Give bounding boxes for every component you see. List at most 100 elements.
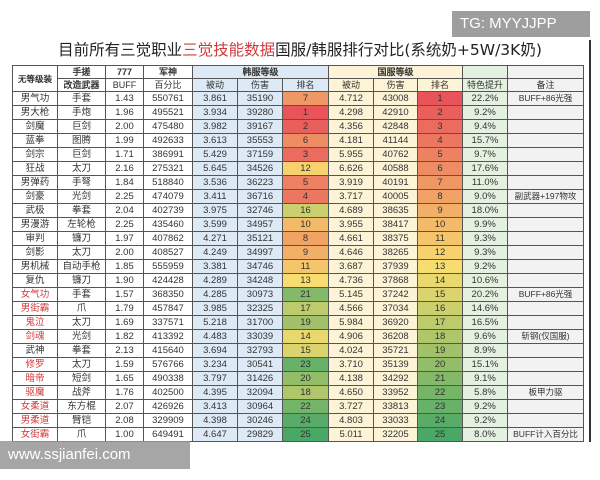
cell-kr-rank: 5: [282, 175, 329, 190]
cell-cn-passive: 4.024: [328, 343, 374, 358]
header-cn-rank: 排名: [417, 78, 463, 92]
cell-boost: 5.8%: [462, 385, 508, 400]
cell-cn-dmg: 33952: [373, 385, 418, 400]
cell-buff: 1.97: [105, 231, 144, 246]
cell-boost: 9.1%: [462, 371, 508, 386]
cell-pct: 426926: [143, 399, 193, 414]
cell-kr-dmg: 39167: [237, 119, 283, 134]
cell-kr-rank: 22: [282, 399, 329, 414]
cell-name: 暗帝: [12, 371, 58, 386]
cell-cn-rank: 2: [417, 105, 463, 120]
cell-kr-dmg: 34526: [237, 161, 283, 176]
table-row: 鬼泣 太刀 1.69 337571 5.218 31700 19 5.984 36920 17 16…: [12, 315, 584, 330]
cell-cn-rank: 7: [417, 175, 463, 190]
table-row: 狂战 太刀 2.16 275321 5.645 34526 12 6.626 40588 6 17.…: [12, 161, 584, 176]
cell-kr-dmg: 34997: [237, 245, 283, 260]
cell-name: 男机械: [12, 259, 58, 274]
cell-pct: 368350: [143, 287, 193, 302]
cell-kr-passive: 3.536: [192, 175, 238, 190]
cell-kr-dmg: 30541: [237, 357, 283, 372]
cell-cn-dmg: 37242: [373, 287, 418, 302]
cell-cn-passive: 3.955: [328, 217, 374, 232]
cell-kr-rank: 8: [282, 231, 329, 246]
cell-buff: 2.25: [105, 189, 144, 204]
cell-note: [507, 301, 584, 316]
cell-cn-dmg: 35139: [373, 357, 418, 372]
cell-cn-passive: 6.626: [328, 161, 374, 176]
cell-cn-dmg: 33813: [373, 399, 418, 414]
cell-weapon: 太刀: [57, 315, 106, 330]
cell-boost: 9.7%: [462, 147, 508, 162]
cell-kr-dmg: 36223: [237, 175, 283, 190]
cell-weapon: 太刀: [57, 357, 106, 372]
cell-boost: 8.0%: [462, 427, 508, 442]
cell-kr-dmg: 29829: [237, 427, 283, 442]
cell-cn-passive: 4.650: [328, 385, 374, 400]
cell-note: [507, 371, 584, 386]
cell-cn-rank: 16: [417, 301, 463, 316]
cell-buff: 1.57: [105, 287, 144, 302]
header-name: 无等级装: [12, 65, 58, 92]
header-kr-passive: 被动: [192, 78, 238, 92]
cell-note: [507, 315, 584, 330]
cell-buff: 1.84: [105, 175, 144, 190]
table-row: 男弹药 手弩 1.84 518840 3.536 36223 5 3.919 40191 7 11.…: [12, 175, 584, 190]
cell-cn-rank: 14: [417, 273, 463, 288]
table-row: 驱魔 战斧 1.76 402500 4.395 32094 18 4.650 33952 22 5.…: [12, 385, 584, 400]
cell-weapon: 左轮枪: [57, 217, 106, 232]
cell-pct: 435460: [143, 217, 193, 232]
cell-kr-passive: 4.289: [192, 273, 238, 288]
cell-cn-rank: 17: [417, 315, 463, 330]
cell-weapon: 手弩: [57, 175, 106, 190]
table-row: 武神 拳套 2.13 415640 3.694 32793 15 4.024 35721 19 8.…: [12, 343, 584, 358]
cell-kr-rank: 12: [282, 161, 329, 176]
cell-buff: 1.85: [105, 259, 144, 274]
cell-buff: 2.04: [105, 203, 144, 218]
cell-cn-rank: 12: [417, 245, 463, 260]
cell-note: 斩钢(仅国服): [507, 329, 584, 344]
cell-kr-rank: 7: [282, 91, 329, 106]
cell-pct: 402739: [143, 203, 193, 218]
cell-pct: 457847: [143, 301, 193, 316]
cell-pct: 550761: [143, 91, 193, 106]
cell-buff: 2.16: [105, 161, 144, 176]
cell-pct: 475480: [143, 119, 193, 134]
cell-pct: 474079: [143, 189, 193, 204]
table-row: 武极 拳套 2.04 402739 3.975 32746 16 4.689 38635 9 18.…: [12, 203, 584, 218]
table-row: 蓝拳 图腾 1.99 492633 3.613 35553 6 4.181 41144 4 15.7…: [12, 133, 584, 148]
cell-kr-rank: 14: [282, 329, 329, 344]
cell-note: 板甲力驱: [507, 385, 584, 400]
table-row: 女气功 手套 1.57 368350 4.285 30973 21 5.145 37242 15 2…: [12, 287, 584, 302]
cell-name: 剑魔: [12, 119, 58, 134]
table-row: 修罗 太刀 1.59 576766 3.234 30541 23 3.710 35139 20 15…: [12, 357, 584, 372]
cell-kr-passive: 4.271: [192, 231, 238, 246]
header-boost: 特色提升: [462, 78, 508, 92]
table-row: 男漫游 左轮枪 2.25 435460 3.599 34957 10 3.955 38417 10…: [12, 217, 584, 232]
cell-kr-passive: 3.613: [192, 133, 238, 148]
cell-weapon: 图腾: [57, 133, 106, 148]
cell-boost: 22.2%: [462, 91, 508, 106]
cell-kr-passive: 4.395: [192, 385, 238, 400]
cell-cn-passive: 5.145: [328, 287, 374, 302]
header-row-1: 无等级装 手搓 777 军神 韩服等级 国服等级: [12, 65, 584, 92]
cell-note: BUFF+86光强: [507, 287, 584, 302]
cell-cn-rank: 13: [417, 259, 463, 274]
cell-weapon: 短剑: [57, 371, 106, 386]
cell-pct: 576766: [143, 357, 193, 372]
cell-note: [507, 399, 584, 414]
cell-buff: 2.25: [105, 217, 144, 232]
cell-note: [507, 343, 584, 358]
cell-buff: 2.00: [105, 245, 144, 260]
cell-kr-rank: 9: [282, 245, 329, 260]
cell-boost: 9.3%: [462, 245, 508, 260]
cell-kr-passive: 5.645: [192, 161, 238, 176]
cell-cn-dmg: 34292: [373, 371, 418, 386]
cell-kr-rank: 20: [282, 371, 329, 386]
cell-weapon: 战斧: [57, 385, 106, 400]
cell-cn-dmg: 37868: [373, 273, 418, 288]
title-highlight: 三觉技能数据: [182, 41, 276, 59]
table-row: 暗帝 短剑 1.65 490338 3.797 31426 20 4.138 34292 21 9.…: [12, 371, 584, 386]
table-row: 剑宗 巨剑 1.71 386991 5.429 37159 3 5.955 40762 5 9.7%: [12, 147, 584, 162]
cell-boost: 9.0%: [462, 189, 508, 204]
cell-kr-passive: 4.249: [192, 245, 238, 260]
